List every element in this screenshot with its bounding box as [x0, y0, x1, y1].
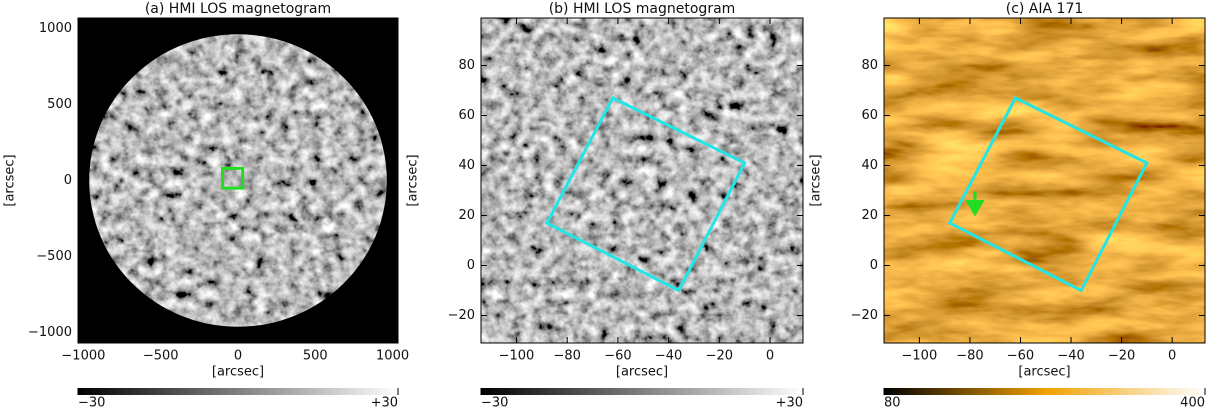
y-tick-label: 20	[861, 208, 878, 223]
colorbar-tick-label: 80	[884, 396, 901, 410]
colorbar-tick-label: +30	[371, 396, 398, 410]
x-tick-label: −60	[1007, 349, 1034, 364]
y-tick-label: −20	[851, 308, 878, 323]
x-axis-label: [arcsec]	[1018, 365, 1070, 380]
y-tick-label: 80	[861, 58, 878, 73]
x-tick-label: −20	[706, 349, 733, 364]
x-tick-label: −1000	[61, 349, 105, 364]
panel-title: (c) AIA 171	[1006, 1, 1084, 17]
y-tick-label: −20	[448, 308, 475, 323]
y-axis-label: [arcsec]	[3, 154, 18, 206]
panel-title: (a) HMI LOS magnetogram	[145, 1, 331, 17]
colorbar	[884, 388, 1205, 395]
x-tick-label: 0	[234, 349, 242, 364]
y-tick-label: 500	[47, 97, 72, 112]
image	[481, 18, 803, 343]
roi-box	[947, 96, 1149, 293]
x-tick-label: −80	[553, 349, 580, 364]
y-tick-label: 60	[861, 108, 878, 123]
panel-title: (b) HMI LOS magnetogram	[549, 1, 736, 17]
solar-disk	[89, 34, 387, 327]
roi-box	[221, 166, 245, 190]
plot-frame	[883, 17, 1206, 344]
x-tick-label: −20	[1108, 349, 1135, 364]
x-axis-label: [arcsec]	[212, 365, 264, 380]
x-tick-label: −80	[956, 349, 983, 364]
x-tick-label: −500	[143, 349, 179, 364]
x-axis-label: [arcsec]	[616, 365, 668, 380]
y-tick-label: −500	[36, 249, 72, 264]
x-tick-label: 0	[766, 349, 774, 364]
y-tick-label: 40	[861, 158, 878, 173]
x-tick-label: 0	[1168, 349, 1176, 364]
y-tick-label: 80	[458, 58, 475, 73]
x-tick-label: −40	[655, 349, 682, 364]
y-tick-label: 0	[870, 258, 878, 273]
colorbar	[78, 388, 398, 395]
y-tick-label: 0	[64, 173, 72, 188]
colorbar-tick-label: 400	[1180, 396, 1205, 410]
y-tick-label: 60	[458, 108, 475, 123]
colorbar-tick-label: +30	[776, 396, 803, 410]
y-tick-label: 1000	[39, 21, 72, 36]
arrow	[965, 191, 985, 217]
x-tick-label: 500	[303, 349, 328, 364]
colorbar	[481, 388, 803, 395]
roi-box	[544, 96, 747, 293]
y-axis-label: [arcsec]	[809, 154, 824, 206]
x-tick-label: −40	[1057, 349, 1084, 364]
x-tick-label: −60	[604, 349, 631, 364]
colorbar-tick-label: −30	[481, 396, 508, 410]
y-tick-label: 0	[467, 258, 475, 273]
x-tick-label: 1000	[376, 349, 409, 364]
x-tick-label: −100	[902, 349, 938, 364]
plot-frame	[480, 17, 804, 344]
y-tick-label: −1000	[28, 325, 72, 340]
y-axis-label: [arcsec]	[406, 154, 421, 206]
x-tick-label: −100	[499, 349, 535, 364]
colorbar-tick-label: −30	[78, 396, 105, 410]
image	[884, 18, 1205, 343]
y-tick-label: 20	[458, 208, 475, 223]
y-tick-label: 40	[458, 158, 475, 173]
